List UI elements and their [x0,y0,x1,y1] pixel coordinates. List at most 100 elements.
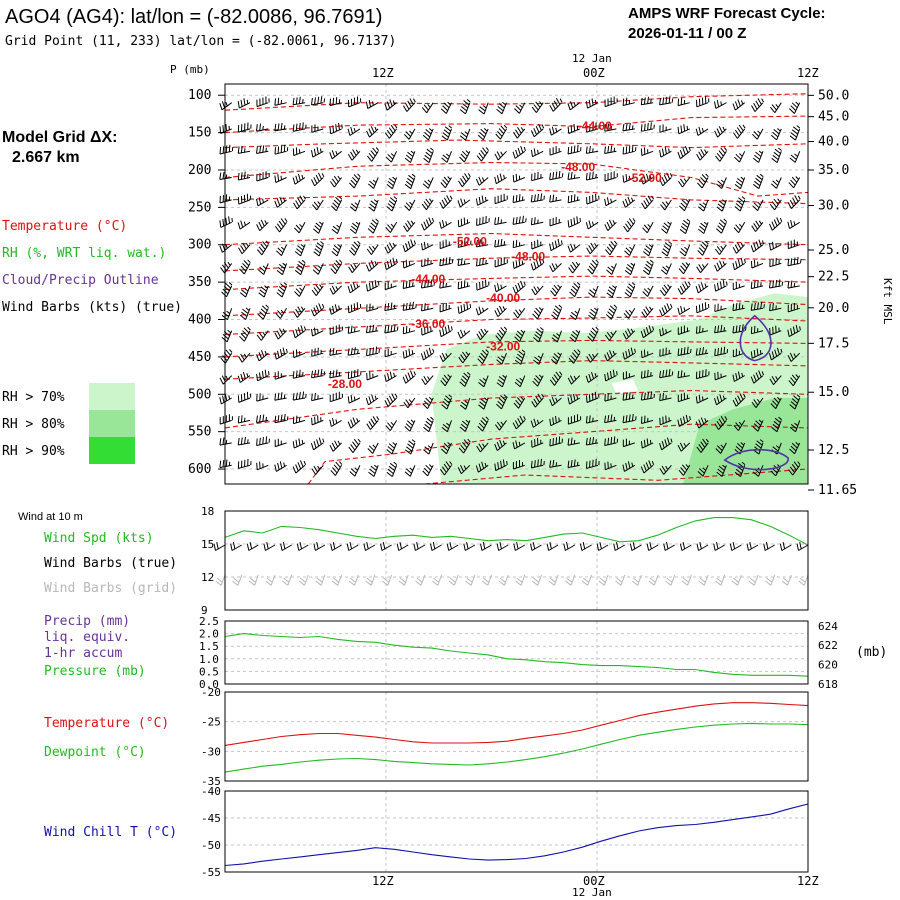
wind-barb [787,256,802,267]
wind-barb [551,330,562,343]
wind-barb [494,216,507,226]
wind-barb [622,461,636,472]
wind-barb [494,257,508,268]
wind-barb [219,144,234,155]
wind-chill-t-c-line [224,803,809,867]
surface-wind-barb-grid [731,574,742,586]
wind-barb [421,303,434,312]
wind-barb [457,238,472,248]
wind-barb [347,394,361,404]
isotherm-14 [424,468,809,485]
wind-barb [514,375,526,388]
wind-barb [732,99,746,111]
p5-grid-ytick-0: -40 [201,785,221,798]
wind-barb [714,279,728,292]
height-tick-4: 30.0 [818,199,849,214]
wind-barb [331,244,343,257]
p4-grid-ytick-2: -30 [201,745,221,758]
height-tick-0: 50.0 [818,88,849,103]
rh80-swatch [89,410,135,437]
wind-barb [604,330,617,341]
wind-barb [476,279,490,291]
wind-barb [219,437,232,446]
wind-barb [329,122,343,135]
pressure-tick-400: 400 [188,313,211,328]
surface-wind-barb-grid [531,574,542,586]
temp-label-6: -40.00 [486,291,520,305]
wind-barb [697,240,709,256]
wind-barb [386,176,398,190]
wind-barb [677,370,690,379]
wind-barb [457,302,472,314]
wind-barb [769,257,782,268]
wind-barb [311,284,324,296]
wind-barb [659,284,672,296]
wind-barb [476,442,489,453]
surface-wind-barb-true [496,541,509,551]
wind-barb [329,304,342,315]
precip-panel-frame [224,620,809,685]
wind-barb [586,352,599,363]
surface-wind-barb-grid [282,574,293,586]
surface-wind-barb-grid [465,574,476,586]
precip-ytick-0: 0.0 [199,678,219,691]
wind-barb [384,281,397,291]
wind-barb [661,221,672,234]
bottom-tick-00z: 00Z [583,874,605,888]
surface-wind-barb-true [430,541,442,551]
wind-barb [514,349,526,365]
legend-rh: RH (%, WRT liq. wat.) [2,246,166,261]
wind-barb [750,348,764,359]
wind-barb [512,145,526,159]
height-tick-10: 12.5 [818,443,849,458]
surface-wind-barb-true [380,541,392,551]
wind-barb [219,216,233,228]
wind-barb [311,327,324,337]
wind-barb [659,172,673,187]
wind-barb [347,369,362,380]
wind-barb [622,196,636,208]
wind-barb [734,176,746,190]
wind-barb [495,326,508,342]
wind-barb [549,371,563,386]
wind-barb [403,397,416,409]
top-tick-00z: 00Z [583,66,605,80]
surface-wind-barb-true [779,541,792,551]
wind-barb [752,199,764,211]
wind-barb [677,414,691,427]
wind-panel: 9 12 15 18 [201,505,809,617]
wind-barb [586,193,600,205]
wind-barb [329,150,342,160]
wind-barb [441,420,452,433]
wind-barbs-grid-label: Wind Barbs (grid) [44,581,177,596]
wind-barb [237,122,252,133]
wind-barb [751,397,764,408]
isotherm-10 [224,339,809,358]
mb-unit-label: (mb) [856,645,887,660]
wind-barb [715,442,727,454]
wind-barb [294,222,306,234]
surface-wind-barb-true [763,541,775,551]
wind-barb [512,173,525,183]
wind-barb [329,97,342,107]
wind-barb [329,324,343,335]
isotherm-1 [224,115,809,134]
pressure-tick-200: 200 [188,163,211,178]
wind-barb [294,244,306,257]
wind-barb [330,196,343,212]
surface-wind-barb-grid [398,574,409,586]
wind-barb [789,151,801,163]
temp-label-7: -36.00 [411,317,445,331]
surface-wind-barb-grid [515,574,526,586]
wind-barb [459,99,471,115]
wind-barb [678,177,691,188]
wind-barb [677,281,691,295]
wind-barb [478,375,489,388]
wind-barb [549,194,562,203]
surface-wind-barb-true [696,541,709,551]
wind-barb [714,416,728,430]
wind-barb [219,101,232,111]
wind-barb [771,416,782,433]
wind-barb [568,261,581,274]
wind-barb [567,172,580,180]
